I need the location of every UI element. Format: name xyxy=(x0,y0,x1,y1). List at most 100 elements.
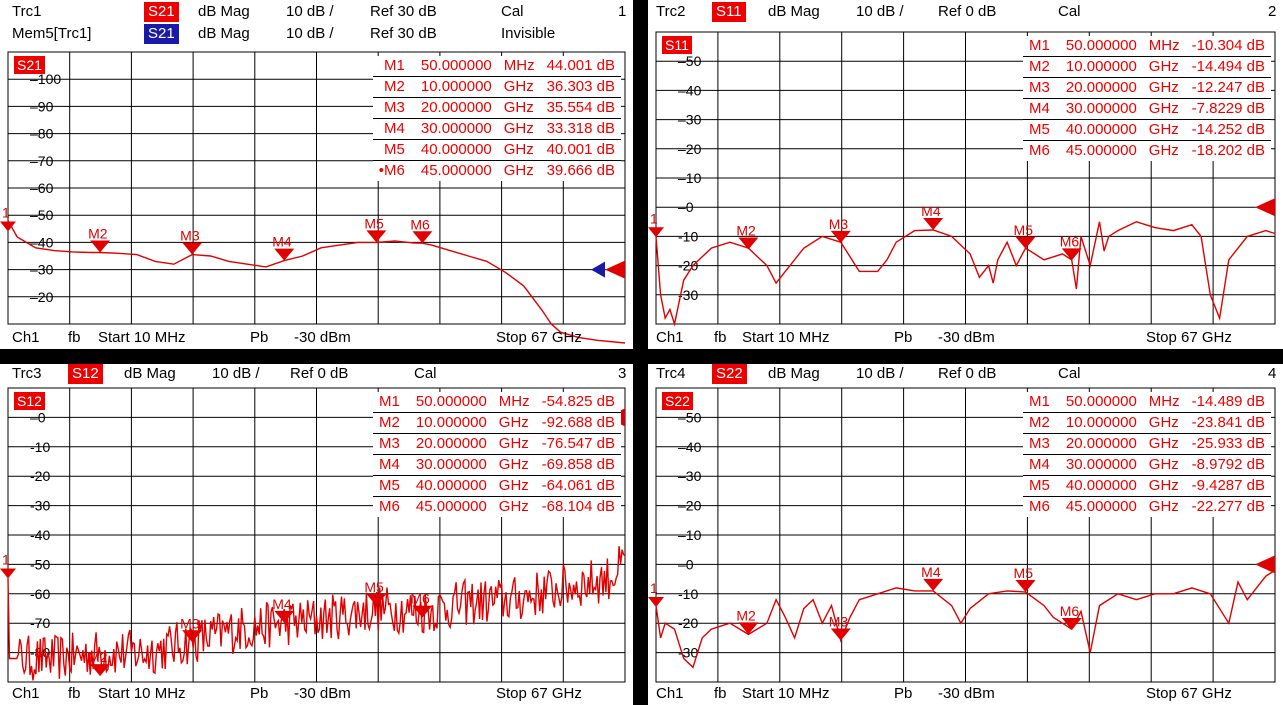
y-tick-label: –60 xyxy=(30,180,54,196)
marker-unit: GHz xyxy=(492,454,536,476)
cal-label[interactable]: Cal xyxy=(1058,365,1081,382)
marker-label: 1 xyxy=(650,210,658,226)
y-tick-label: –30 xyxy=(678,468,702,484)
marker-triangle xyxy=(182,242,203,255)
marker-unit: GHz xyxy=(1142,496,1186,517)
format-label[interactable]: dB Mag xyxy=(768,3,820,20)
plot-area[interactable]: –50 –40 –30 –20 –10 –0 -10 -20 -30 1 M2 M3 M4 M5 M6 S1… xyxy=(648,31,1276,327)
plot-area[interactable]: –100 –90 –80 –70 –60 –50 –40 –30 –20 1 M2 M3 M4 M5 M6 … xyxy=(0,51,626,344)
marker-row[interactable]: M3 20.000000 GHz 35.554 dB xyxy=(372,97,621,119)
marker-row[interactable]: M4 30.000000 GHz -8.9792 dB xyxy=(1023,454,1271,476)
marker-name: M6 xyxy=(1023,496,1060,517)
marker-row[interactable]: •M6 45.000000 GHz 39.666 dB xyxy=(372,160,621,181)
y-tick-label: –40 xyxy=(30,234,54,250)
marker-value: 44.001 dB xyxy=(546,57,615,74)
marker-row[interactable]: M1 50.000000 MHz 44.001 dB xyxy=(373,56,621,77)
marker-row[interactable]: M2 10.000000 GHz -92.688 dB xyxy=(373,412,621,434)
format-label[interactable]: dB Mag xyxy=(768,365,820,382)
power-label[interactable]: -30 dBm xyxy=(294,685,351,702)
power-label[interactable]: -30 dBm xyxy=(938,329,995,346)
stop-label[interactable]: Stop 67 GHz xyxy=(1146,329,1232,346)
marker-triangle xyxy=(648,227,664,238)
marker-triangle xyxy=(648,597,664,608)
stop-label[interactable]: Stop 67 GHz xyxy=(496,685,582,702)
stop-label[interactable]: Stop 67 GHz xyxy=(496,329,582,346)
parameter-badge[interactable]: S11 xyxy=(712,2,746,22)
marker-row[interactable]: M4 30.000000 GHz -69.858 dB xyxy=(373,454,621,476)
marker-row[interactable]: M5 40.000000 GHz -14.252 dB xyxy=(1023,119,1271,141)
trace-line xyxy=(7,546,626,681)
plot-area[interactable]: –0 -10 -20 -30 -40 -50 -60 -70 -80 1 M2 M3 M4 M5 M6 S1… xyxy=(0,387,626,683)
channel-footer: Ch1 fb Start 10 MHz Pb -30 dBm Stop 67 G… xyxy=(0,327,633,349)
reference-level-arrow xyxy=(1255,555,1275,574)
plot-area[interactable]: –50 –40 –30 –20 –10 –0 -10 -20 -30 1 M2 M3 M4 M5 M6 S2… xyxy=(648,387,1276,683)
marker-unit: MHz xyxy=(1148,393,1180,410)
marker-triangle xyxy=(1061,617,1082,630)
format-label[interactable]: dB Mag xyxy=(124,365,176,382)
scale-label[interactable]: 10 dB / xyxy=(212,365,260,382)
start-label[interactable]: Start 10 MHz xyxy=(98,685,186,702)
marker-row[interactable]: M1 50.000000 MHz -14.489 dB xyxy=(1023,392,1271,413)
stop-label[interactable]: Stop 67 GHz xyxy=(1146,685,1232,702)
memory-trace-name[interactable]: Mem5[Trc1] xyxy=(12,25,92,42)
ref-label[interactable]: Ref 0 dB xyxy=(938,3,997,20)
parameter-badge[interactable]: S21 xyxy=(144,2,179,22)
marker-unit: GHz xyxy=(492,412,536,434)
cal-label[interactable]: Cal xyxy=(414,365,437,382)
trace-header: Trc2 S11 dB Mag 10 dB / Ref 0 dB Cal 2 xyxy=(648,0,1283,24)
trace-panel-1[interactable]: Trc1 S21 dB Mag 10 dB / Ref 30 dB Cal 1 … xyxy=(0,0,633,349)
ref-label[interactable]: Ref 0 dB xyxy=(290,365,349,382)
marker-triangle xyxy=(182,630,203,643)
trace-panel-4[interactable]: Trc4 S22 dB Mag 10 dB / Ref 0 dB Cal 4 –… xyxy=(648,364,1283,705)
marker-value: -23.841 dB xyxy=(1185,412,1271,434)
y-tick-label: -60 xyxy=(30,586,50,602)
channel-label: Ch1 xyxy=(12,685,40,702)
parameter-badge[interactable]: S22 xyxy=(712,364,747,384)
y-tick-label: –30 xyxy=(678,112,702,128)
marker-row[interactable]: M3 20.000000 GHz -25.933 dB xyxy=(1023,433,1271,455)
scale-label[interactable]: 10 dB / xyxy=(856,365,904,382)
marker-row[interactable]: M2 10.000000 GHz -14.494 dB xyxy=(1023,56,1271,78)
marker-row[interactable]: M1 50.000000 MHz -10.304 dB xyxy=(1023,36,1271,57)
trace-name[interactable]: Trc3 xyxy=(12,365,42,382)
start-label[interactable]: Start 10 MHz xyxy=(98,329,186,346)
marker-row[interactable]: M4 30.000000 GHz 33.318 dB xyxy=(372,118,621,140)
trace-name[interactable]: Trc2 xyxy=(656,3,686,20)
marker-row[interactable]: M1 50.000000 MHz -54.825 dB xyxy=(373,392,621,413)
marker-row[interactable]: M5 40.000000 GHz 40.001 dB xyxy=(372,139,621,161)
start-label[interactable]: Start 10 MHz xyxy=(742,329,830,346)
scale-label[interactable]: 10 dB / xyxy=(286,3,334,20)
scale-label[interactable]: 10 dB / xyxy=(856,3,904,20)
y-tick-label: –70 xyxy=(30,153,54,169)
marker-row[interactable]: M6 45.000000 GHz -22.277 dB xyxy=(1023,496,1271,517)
start-label[interactable]: Start 10 MHz xyxy=(742,685,830,702)
marker-unit: GHz xyxy=(492,433,536,455)
marker-name: M3 xyxy=(1023,433,1060,455)
cal-label[interactable]: Cal xyxy=(501,3,524,20)
trace-name[interactable]: Trc1 xyxy=(12,3,42,20)
format-label[interactable]: dB Mag xyxy=(198,3,250,20)
marker-unit: MHz xyxy=(498,393,530,410)
power-label[interactable]: -30 dBm xyxy=(938,685,995,702)
ref-label[interactable]: Ref 0 dB xyxy=(938,365,997,382)
marker-row[interactable]: M2 10.000000 GHz 36.303 dB xyxy=(372,76,621,98)
trace-panel-2[interactable]: Trc2 S11 dB Mag 10 dB / Ref 0 dB Cal 2 –… xyxy=(648,0,1283,349)
trace-name[interactable]: Trc4 xyxy=(656,365,686,382)
marker-row[interactable]: M3 20.000000 GHz -76.547 dB xyxy=(373,433,621,455)
trace-panel-3[interactable]: Trc3 S12 dB Mag 10 dB / Ref 0 dB Cal 3 –… xyxy=(0,364,633,705)
ref-label[interactable]: Ref 30 dB xyxy=(370,3,437,20)
cal-label[interactable]: Cal xyxy=(1058,3,1081,20)
marker-frequency: 40.000000 xyxy=(1059,475,1143,497)
marker-row[interactable]: M2 10.000000 GHz -23.841 dB xyxy=(1023,412,1271,434)
marker-row[interactable]: M5 40.000000 GHz -64.061 dB xyxy=(373,475,621,497)
marker-row[interactable]: M5 40.000000 GHz -9.4287 dB xyxy=(1023,475,1271,497)
marker-row[interactable]: M6 45.000000 GHz -68.104 dB xyxy=(373,496,621,517)
marker-row[interactable]: M3 20.000000 GHz -12.247 dB xyxy=(1023,77,1271,99)
marker-row[interactable]: M4 30.000000 GHz -7.8229 dB xyxy=(1023,98,1271,120)
y-tick-label: -20 xyxy=(678,615,698,631)
memory-parameter-badge[interactable]: S21 xyxy=(144,24,179,44)
power-label[interactable]: -30 dBm xyxy=(294,329,351,346)
marker-row[interactable]: M6 45.000000 GHz -18.202 dB xyxy=(1023,140,1271,161)
parameter-badge[interactable]: S12 xyxy=(68,364,103,384)
marker-name: M2 xyxy=(1023,412,1060,434)
